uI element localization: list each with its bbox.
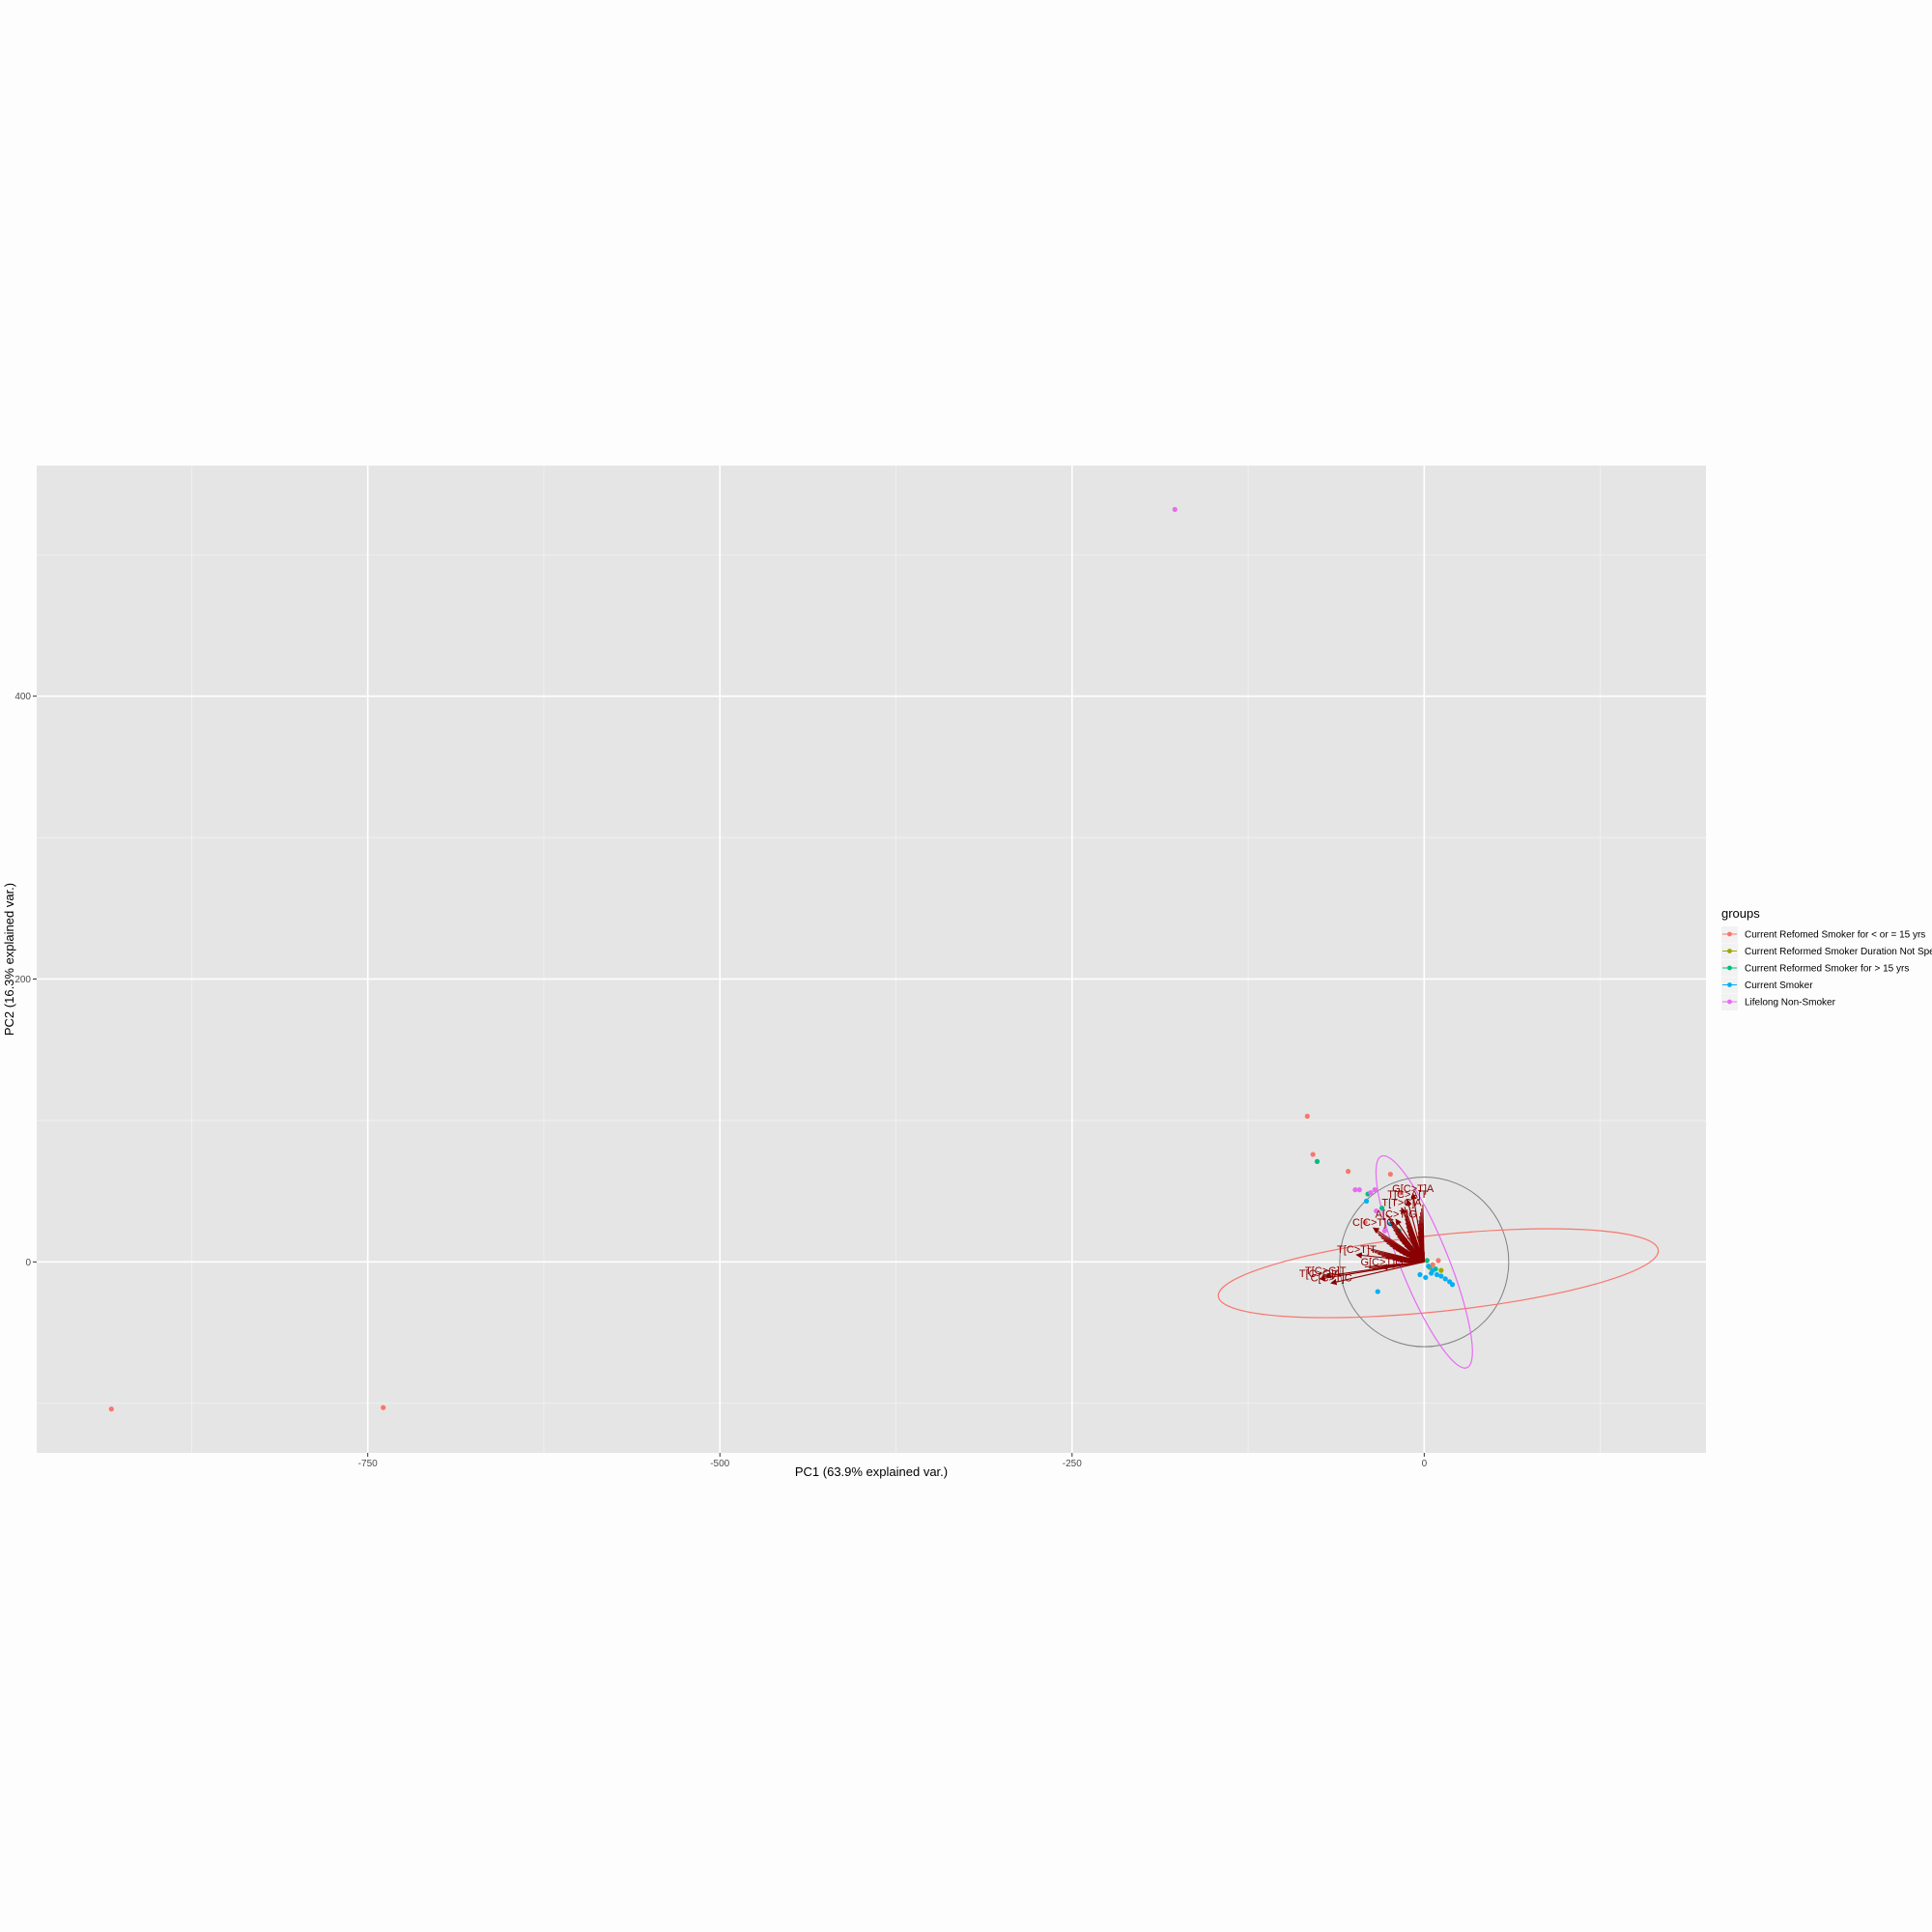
- group-ellipses: [1217, 1154, 1660, 1369]
- loading-label: C[C>T]G: [1352, 1217, 1395, 1229]
- data-point: [1438, 1267, 1444, 1273]
- data-point: [1417, 1271, 1423, 1278]
- data-point: [1362, 1219, 1368, 1225]
- y-tick-label: 200: [14, 975, 31, 985]
- data-point: [1429, 1270, 1435, 1276]
- legend-key-point: [1727, 949, 1732, 953]
- data-point: [1387, 1171, 1393, 1178]
- x-axis-ticks: -750 -500 -250 0: [358, 1453, 1428, 1469]
- data-point: [1438, 1273, 1444, 1279]
- data-point: [1374, 1208, 1379, 1214]
- loading-label: A[C>T]G: [1376, 1208, 1417, 1220]
- y-tick-label: 0: [25, 1258, 31, 1268]
- data-point: [381, 1405, 386, 1410]
- x-tick-label: 0: [1422, 1459, 1428, 1469]
- x-axis-title: PC1 (63.9% explained var.): [795, 1464, 948, 1479]
- legend-key-point: [1727, 982, 1732, 987]
- data-point: [1381, 1228, 1388, 1234]
- data-point: [1423, 1274, 1429, 1281]
- loading-vectors: T[C>T]TG[C>T]G T[C>A]TG[C>T]A C[C>T]G T[C>G…: [1299, 1183, 1435, 1286]
- x-tick-label: -750: [358, 1459, 378, 1469]
- legend-label: Current Smoker: [1745, 980, 1813, 991]
- data-point: [1397, 1189, 1404, 1196]
- data-point: [1372, 1187, 1378, 1193]
- y-tick-label: 400: [14, 692, 31, 702]
- loading-label: G[C>T]G: [1360, 1257, 1403, 1268]
- data-point: [1304, 1113, 1310, 1120]
- data-point: [1368, 1189, 1374, 1196]
- legend-title: groups: [1721, 906, 1760, 921]
- data-point: [1172, 506, 1178, 512]
- unit-circle: [1339, 1176, 1510, 1348]
- data-point: [1379, 1206, 1385, 1211]
- data-point: [1426, 1264, 1432, 1269]
- legend-label: Current Reformed Smoker for > 15 yrs: [1745, 964, 1909, 975]
- legend-key-point: [1727, 999, 1732, 1005]
- data-point: [108, 1406, 114, 1412]
- data-point: [1363, 1198, 1370, 1204]
- loading-arrow: [1330, 1261, 1425, 1286]
- legend-key-point: [1727, 965, 1732, 971]
- x-tick-label: -250: [1063, 1459, 1082, 1469]
- data-point: [1346, 1169, 1351, 1175]
- loading-label: T[C>G]A: [1299, 1268, 1342, 1280]
- data-point: [1310, 1151, 1316, 1157]
- legend-label: Current Reformed Smoker Duration Not Spe…: [1745, 947, 1932, 957]
- data-point: [1352, 1187, 1358, 1193]
- loading-label: T[C>G]T: [1305, 1265, 1347, 1277]
- loading-arrow: [1319, 1261, 1425, 1282]
- legend-label: Current Refomed Smoker for < or = 15 yrs: [1745, 930, 1925, 941]
- x-tick-label: -500: [710, 1459, 729, 1469]
- legend: groups Current Refomed Smoker for < or =…: [1721, 906, 1932, 1010]
- panel-background: [37, 466, 1706, 1453]
- legend-label: Lifelong Non-Smoker: [1745, 998, 1836, 1009]
- data-point: [1442, 1276, 1448, 1282]
- group-ellipse: [1217, 1228, 1660, 1319]
- y-axis-title: PC2 (16.3% explained var.): [2, 883, 16, 1036]
- data-point: [1449, 1282, 1456, 1288]
- loading-arrow: [1372, 1261, 1425, 1269]
- data-point: [1356, 1187, 1362, 1193]
- data-point: [1314, 1158, 1321, 1164]
- loading-label: T[C>A]T: [1387, 1189, 1428, 1201]
- data-point: [1435, 1258, 1441, 1264]
- data-point: [1424, 1258, 1430, 1264]
- group-ellipse: [1375, 1154, 1473, 1369]
- loading-label: T[T>C]A: [1381, 1198, 1422, 1209]
- legend-key-point: [1727, 931, 1732, 937]
- loading-label: T[C>T]T: [1337, 1244, 1377, 1256]
- loading-label: G[C>T]A: [1392, 1183, 1435, 1195]
- grid-minor: [37, 466, 1706, 1453]
- loading-label: C[C>T]C: [1311, 1272, 1352, 1284]
- data-point: [1375, 1289, 1380, 1294]
- data-point: [1434, 1271, 1440, 1278]
- y-axis-ticks: 0 200 400: [14, 692, 37, 1268]
